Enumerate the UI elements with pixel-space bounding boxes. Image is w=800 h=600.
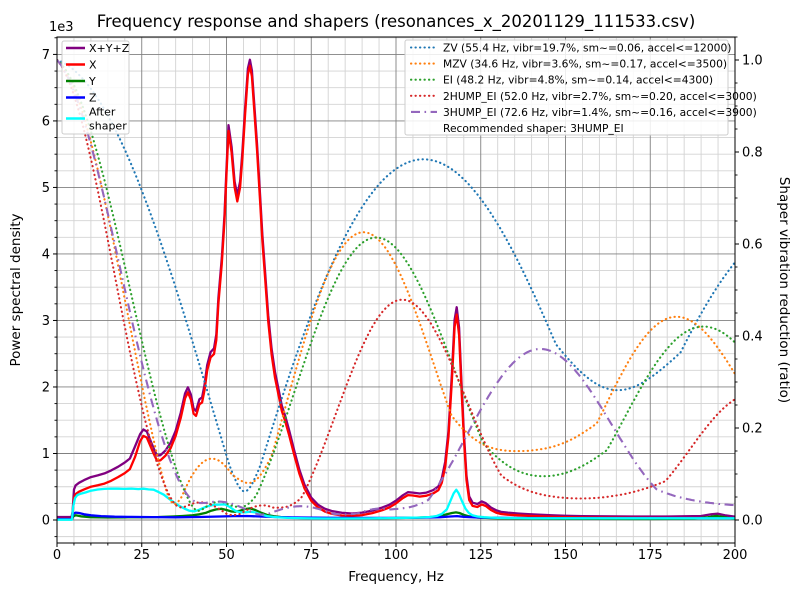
y-left-tick-label: 5 (42, 181, 50, 196)
x-tick-label: 0 (53, 548, 61, 563)
y-right-tick-label: 0.6 (742, 238, 763, 253)
y-right-tick-label: 0.8 (742, 146, 763, 161)
x-tick-label: 50 (218, 548, 235, 563)
shaper-curves (57, 58, 735, 517)
x-tick-label: 150 (553, 548, 578, 563)
y-right-tick-label: 0.4 (742, 330, 763, 345)
x-tick-label: 100 (384, 548, 409, 563)
y-left-tick-label: 7 (42, 48, 50, 63)
y-left-axis-label: Power spectral density (8, 213, 24, 366)
y-left-tick-label: 4 (42, 247, 50, 262)
y-left-tick-label: 1 (42, 447, 50, 462)
legend-label-shaper: EI (48.2 Hz, vibr=4.8%, sm~=0.14, accel<… (443, 74, 713, 87)
legend-label-shaper: MZV (34.6 Hz, vibr=3.6%, sm~=0.17, accel… (443, 58, 727, 71)
y-left-tick-label: 6 (42, 114, 50, 129)
legend-label: X (89, 59, 97, 72)
x-tick-label: 175 (638, 548, 663, 563)
chart-title: Frequency response and shapers (resonanc… (97, 12, 696, 32)
legend-label-shaper: ZV (55.4 Hz, vibr=19.7%, sm~=0.06, accel… (443, 42, 731, 55)
legend-label: Y (88, 75, 96, 88)
y-left-tick-label: 2 (42, 380, 50, 395)
shaper-curve-mzv (57, 58, 735, 506)
x-tick-label: 75 (303, 548, 320, 563)
y-right-tick-label: 0.2 (742, 422, 763, 437)
y-right-tick-label: 0.0 (742, 514, 763, 529)
x-tick-label: 125 (468, 548, 493, 563)
shaper-curve-2hump_ei (57, 58, 735, 517)
legend-shapers: ZV (55.4 Hz, vibr=19.7%, sm~=0.06, accel… (404, 39, 757, 136)
y-left-offset-label: 1e3 (49, 20, 74, 35)
shaper-curve-zv (57, 58, 735, 493)
y-left-tick-label: 0 (42, 514, 50, 529)
legend-label-shaper: 2HUMP_EI (52.0 Hz, vibr=2.7%, sm~=0.20, … (443, 90, 757, 103)
legend-label: X+Y+Z (89, 42, 130, 55)
x-tick-label: 25 (133, 548, 150, 563)
shaper-curve-ei (57, 58, 735, 512)
shaper-curve-3hump_ei (57, 59, 735, 516)
y-left-tick-label: 3 (42, 314, 50, 329)
legend-recommended-shaper: Recommended shaper: 3HUMP_EI (443, 122, 624, 135)
x-axis-label: Frequency, Hz (348, 569, 444, 585)
y-right-tick-label: 1.0 (742, 54, 763, 69)
x-tick-label: 200 (723, 548, 748, 563)
legend-label: shaper (89, 120, 127, 133)
axes-frame: 0 25 50 75 100 125 150 175 200 0 1 2 3 4 5 6 7 0.0 0.2 0.4 0… (42, 36, 763, 563)
legend-label: After (89, 106, 116, 119)
legend-label: Z (89, 92, 97, 105)
y-right-axis-label: Shaper vibration reduction (ratio) (776, 177, 792, 403)
legend-label-shaper: 3HUMP_EI (72.6 Hz, vibr=1.4%, sm~=0.16, … (443, 106, 757, 119)
psd-curve-x (57, 64, 735, 521)
